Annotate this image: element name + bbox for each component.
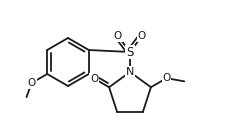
Text: O: O <box>27 78 36 88</box>
Text: O: O <box>138 31 146 41</box>
Text: O: O <box>90 74 99 84</box>
Text: O: O <box>162 73 171 83</box>
Text: N: N <box>126 67 134 77</box>
Text: S: S <box>126 46 134 58</box>
Text: O: O <box>114 31 122 41</box>
